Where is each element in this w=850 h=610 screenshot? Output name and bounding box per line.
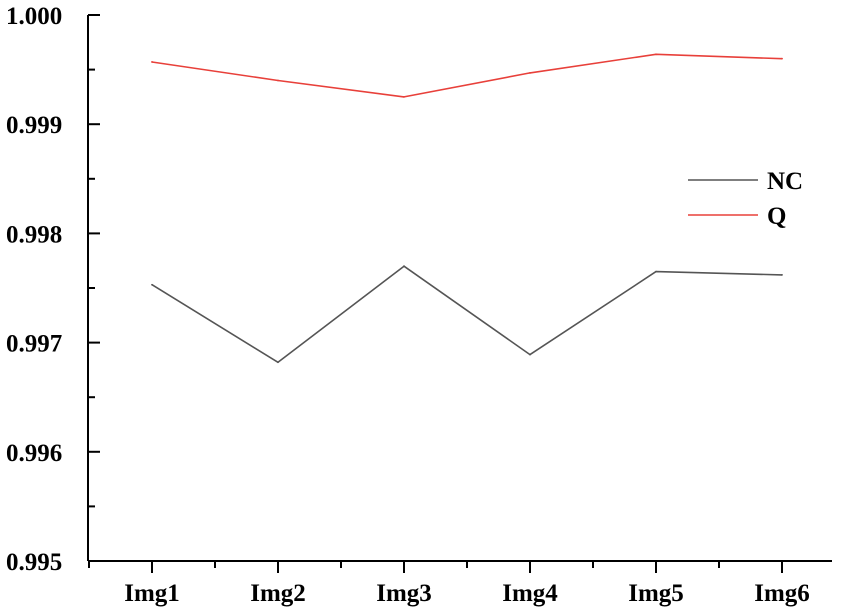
series-line-nc (151, 265, 783, 364)
series-line-q (151, 53, 783, 98)
legend-label-q: Q (767, 203, 786, 230)
axes (87, 15, 832, 562)
data-point-q (781, 57, 783, 60)
y-tick-label: 0.995 (6, 549, 62, 576)
x-tick-label: Img3 (376, 580, 432, 607)
series-group (151, 53, 783, 364)
y-axis-ticks: 0.995 0.996 0.997 0.998 0.999 1.000 (6, 3, 100, 576)
data-point-q (403, 96, 405, 98)
legend-label-nc: NC (767, 168, 803, 195)
data-point-q (655, 53, 657, 56)
data-point-nc (655, 270, 657, 273)
x-tick-label: Img1 (124, 580, 180, 607)
y-tick-label: 0.998 (6, 221, 62, 248)
data-point-nc (781, 273, 783, 276)
x-tick-label: Img6 (754, 580, 810, 607)
x-tick-label: Img2 (250, 580, 306, 607)
y-tick-label: 0.996 (6, 440, 62, 467)
x-axis-ticks: Img1 Img2 Img3 Img4 Img5 Img6 (88, 561, 810, 607)
data-point-q (151, 61, 153, 63)
data-point-nc (277, 361, 279, 364)
y-tick-label: 0.997 (6, 331, 62, 358)
data-point-nc (151, 283, 153, 286)
x-tick-label: Img4 (502, 580, 558, 607)
data-point-nc (403, 265, 405, 268)
legend: NC Q (688, 168, 803, 230)
y-tick-label: 1.000 (6, 3, 62, 30)
y-tick-label: 0.999 (6, 112, 62, 139)
data-point-q (529, 71, 531, 74)
x-tick-label: Img5 (628, 580, 684, 607)
data-point-q (277, 79, 279, 82)
data-point-nc (529, 353, 531, 356)
